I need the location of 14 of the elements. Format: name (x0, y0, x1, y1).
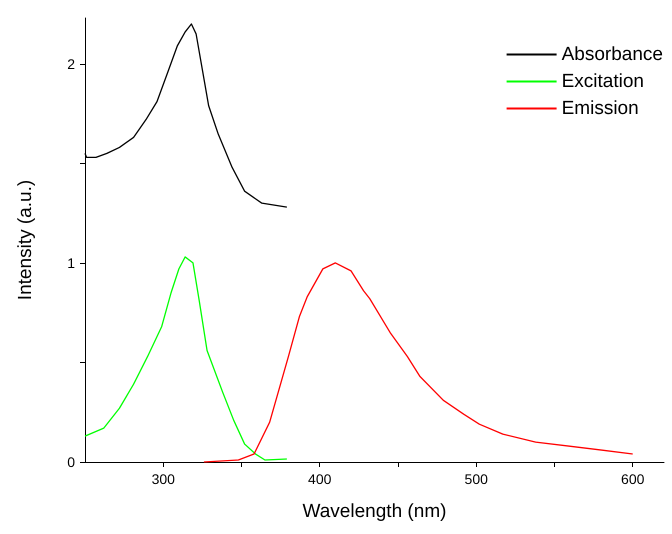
x-tick-label: 500 (464, 471, 488, 487)
line-series (203, 262, 634, 463)
line-series (84, 256, 288, 461)
y-tick-label: 1 (67, 254, 76, 271)
legend-label: Absorbance (562, 44, 664, 65)
legend-label: Excitation (562, 71, 644, 92)
x-tick-label: 300 (152, 471, 176, 487)
y-axis-title: Intensity (a.u.) (15, 180, 36, 300)
y-tick-label: 2 (67, 56, 76, 72)
x-tick-label: 400 (308, 471, 332, 487)
legend-label: Emission (562, 98, 639, 119)
y-tick-label: 0 (67, 454, 76, 470)
x-tick-label: 600 (621, 471, 645, 487)
x-axis-title: Wavelength (nm) (302, 501, 446, 522)
